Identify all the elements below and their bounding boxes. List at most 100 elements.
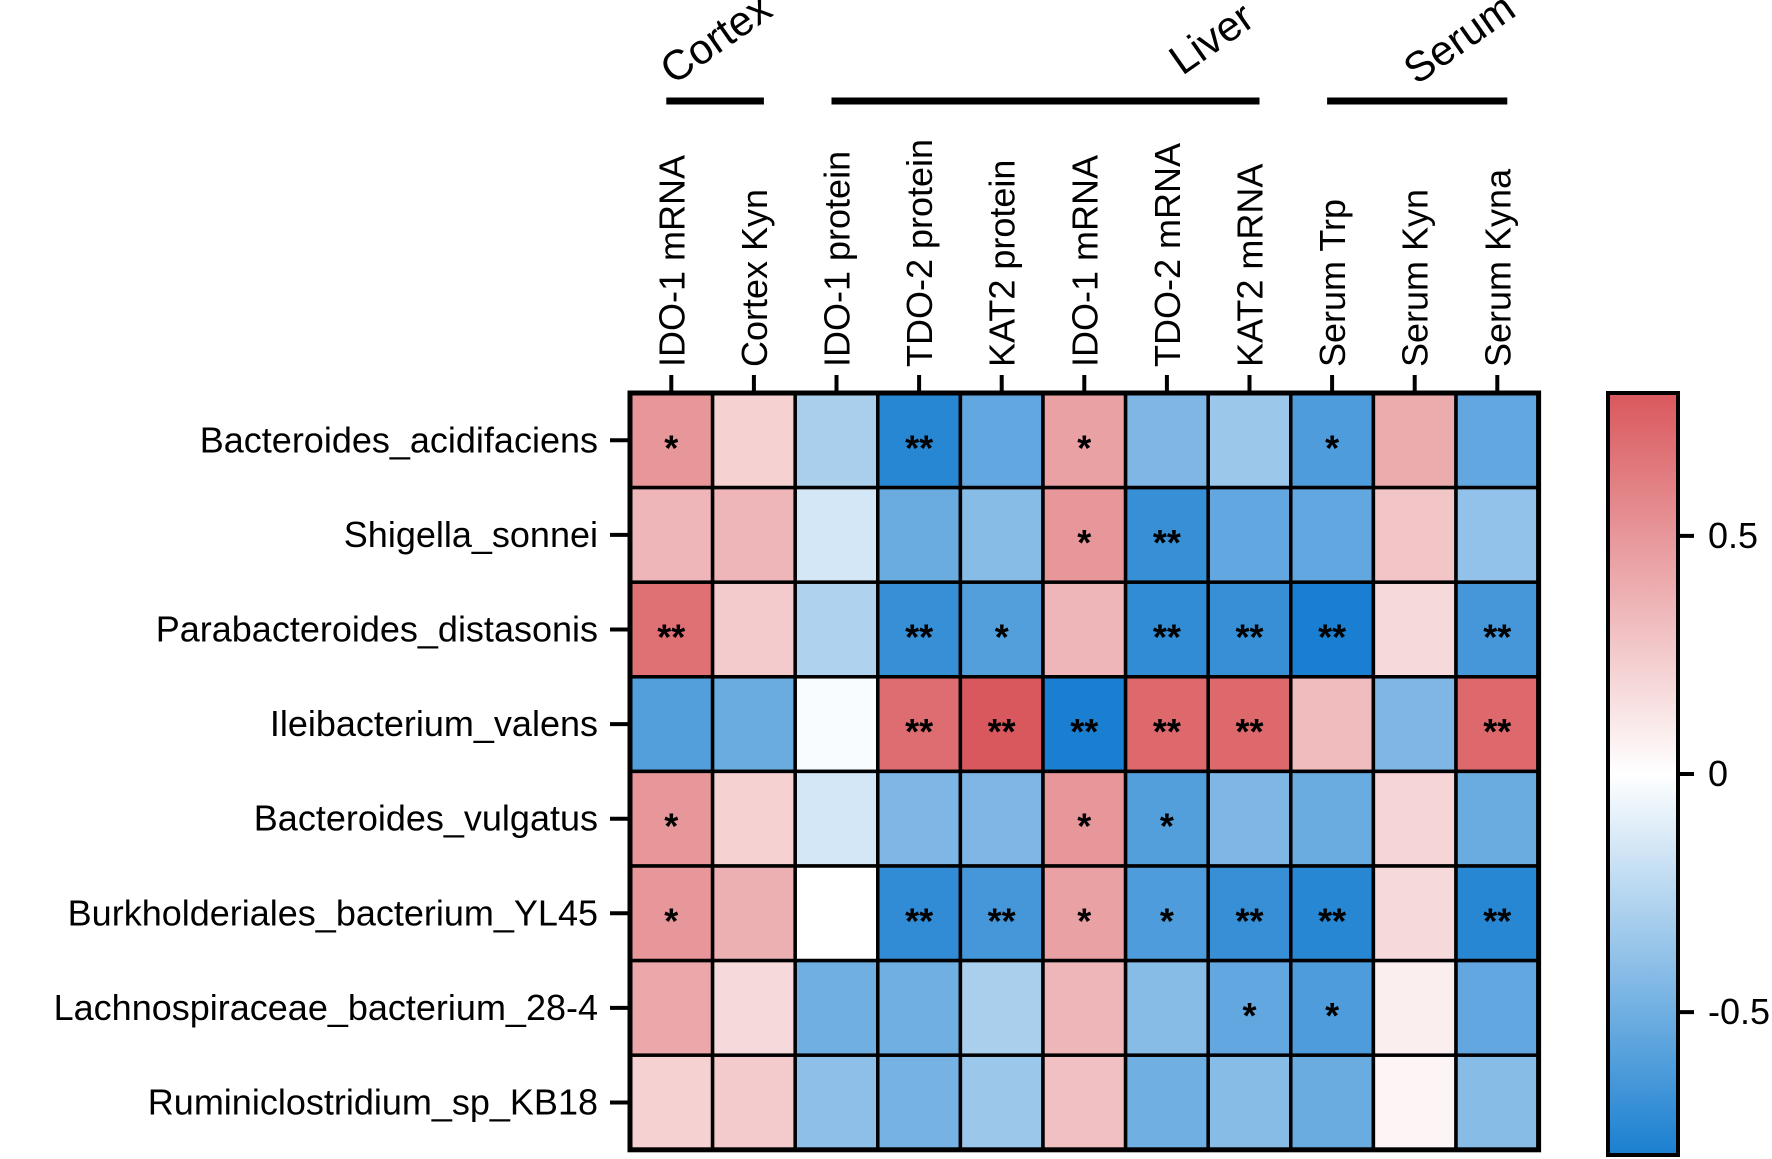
heatmap-cell bbox=[1289, 580, 1376, 679]
colorbar: -0.5 0 0.5 bbox=[1606, 391, 1770, 1157]
significance-mark: * bbox=[1077, 806, 1091, 847]
group-title: Liver bbox=[1160, 0, 1262, 83]
significance-mark: ** bbox=[1235, 900, 1263, 941]
heatmap-cell bbox=[958, 485, 1045, 584]
heatmap-cell bbox=[1371, 391, 1458, 490]
group-headers: Cortex Liver Serum bbox=[651, 0, 1523, 105]
row-label: Burkholderiales_bacterium_YL45 bbox=[68, 892, 598, 933]
significance-mark: ** bbox=[1153, 522, 1181, 563]
heatmap-cell bbox=[710, 864, 797, 963]
heatmap-cell bbox=[1371, 580, 1458, 679]
heatmap-cell bbox=[1371, 958, 1458, 1057]
significance-mark: ** bbox=[1235, 711, 1263, 752]
heatmap-cell bbox=[958, 864, 1045, 963]
significance-mark: ** bbox=[1070, 711, 1098, 752]
heatmap-cell bbox=[1123, 958, 1210, 1057]
heatmap-cell bbox=[628, 675, 715, 774]
significance-mark: ** bbox=[1153, 617, 1181, 658]
column-label: IDO-1 mRNA bbox=[651, 155, 692, 367]
heatmap-cell bbox=[628, 958, 715, 1057]
row-label: Lachnospiraceae_bacterium_28-4 bbox=[54, 987, 598, 1028]
heatmap-cell bbox=[793, 958, 880, 1057]
heatmap-cell bbox=[1371, 769, 1458, 868]
heatmap-cell bbox=[876, 580, 963, 679]
significance-mark: * bbox=[664, 427, 678, 468]
significance-mark: * bbox=[1325, 427, 1339, 468]
significance-mark: ** bbox=[905, 900, 933, 941]
significance-mark: * bbox=[1160, 900, 1174, 941]
group-title: Cortex bbox=[651, 0, 779, 93]
heatmap-cell bbox=[1123, 1053, 1210, 1152]
heatmap-cell bbox=[958, 1053, 1045, 1152]
colorbar-gradient-bar bbox=[1606, 391, 1680, 1157]
heatmap-cell bbox=[793, 485, 880, 584]
column-label: TDO-2 mRNA bbox=[1147, 143, 1188, 367]
column-label: IDO-1 mRNA bbox=[1064, 155, 1105, 367]
heatmap-cell bbox=[710, 675, 797, 774]
significance-mark: ** bbox=[1483, 617, 1511, 658]
column-label: Serum Trp bbox=[1312, 199, 1353, 367]
significance-mark: * bbox=[1242, 995, 1256, 1036]
heatmap-cell bbox=[1289, 675, 1376, 774]
heatmap-cell bbox=[793, 1053, 880, 1152]
heatmap-cell bbox=[793, 769, 880, 868]
significance-mark: ** bbox=[905, 617, 933, 658]
significance-mark: ** bbox=[988, 900, 1016, 941]
colorbar-tick-label: 0 bbox=[1708, 753, 1728, 794]
significance-mark: * bbox=[664, 806, 678, 847]
column-label: Serum Kyna bbox=[1477, 168, 1518, 367]
heatmap-cell bbox=[958, 958, 1045, 1057]
significance-mark: * bbox=[1325, 995, 1339, 1036]
heatmap-cell bbox=[1371, 675, 1458, 774]
heatmap-cell bbox=[1206, 485, 1293, 584]
heatmap-cell bbox=[1454, 769, 1541, 868]
heatmap-cell bbox=[876, 485, 963, 584]
heatmap-cell bbox=[1041, 958, 1128, 1057]
heatmap-cell bbox=[1454, 391, 1541, 490]
group-title: Serum bbox=[1395, 0, 1523, 93]
significance-mark: * bbox=[995, 617, 1009, 658]
row-label: Ileibacterium_valens bbox=[270, 703, 598, 744]
heatmap-cell bbox=[1206, 580, 1293, 679]
heatmap-cell bbox=[1123, 391, 1210, 490]
heatmap-cell bbox=[1371, 1053, 1458, 1152]
row-label: Parabacteroides_distasonis bbox=[156, 609, 598, 650]
heatmap-cell bbox=[710, 580, 797, 679]
heatmap-cell bbox=[710, 1053, 797, 1152]
heatmap-cell bbox=[1123, 485, 1210, 584]
column-label: IDO-1 protein bbox=[817, 151, 858, 367]
heatmap-cell bbox=[958, 769, 1045, 868]
heatmap-cell bbox=[1041, 580, 1128, 679]
row-label: Bacteroides_vulgatus bbox=[254, 798, 598, 839]
column-label: Serum Kyn bbox=[1395, 189, 1436, 367]
significance-mark: ** bbox=[1318, 900, 1346, 941]
column-label: TDO-2 protein bbox=[899, 139, 940, 367]
heatmap-cell bbox=[1454, 958, 1541, 1057]
heatmap-cell bbox=[793, 580, 880, 679]
heatmap-cell bbox=[1371, 864, 1458, 963]
significance-mark: * bbox=[1077, 900, 1091, 941]
heatmap-cell bbox=[1041, 1053, 1128, 1152]
column-label: Cortex Kyn bbox=[734, 189, 775, 367]
heatmap-cell bbox=[1206, 391, 1293, 490]
significance-mark: ** bbox=[1235, 617, 1263, 658]
heatmap-cell bbox=[793, 675, 880, 774]
heatmap-cell bbox=[1289, 864, 1376, 963]
heatmap-cell bbox=[1123, 864, 1210, 963]
column-labels: IDO-1 mRNA Cortex Kyn IDO-1 protein TDO-2 p… bbox=[651, 139, 1518, 395]
heatmap-cell bbox=[1454, 485, 1541, 584]
significance-mark: ** bbox=[1153, 711, 1181, 752]
heatmap-cell bbox=[958, 675, 1045, 774]
heatmap-cell bbox=[1206, 769, 1293, 868]
significance-mark: ** bbox=[905, 427, 933, 468]
heatmap-cell bbox=[710, 769, 797, 868]
significance-mark: ** bbox=[905, 711, 933, 752]
heatmap-cell bbox=[1454, 1053, 1541, 1152]
significance-mark: ** bbox=[1483, 900, 1511, 941]
row-label: Ruminiclostridium_sp_KB18 bbox=[148, 1082, 598, 1123]
significance-mark: ** bbox=[1483, 711, 1511, 752]
column-label: KAT2 mRNA bbox=[1230, 164, 1271, 367]
significance-mark: ** bbox=[1318, 617, 1346, 658]
heatmap-frame bbox=[627, 390, 1542, 1153]
heatmap-cell bbox=[710, 391, 797, 490]
